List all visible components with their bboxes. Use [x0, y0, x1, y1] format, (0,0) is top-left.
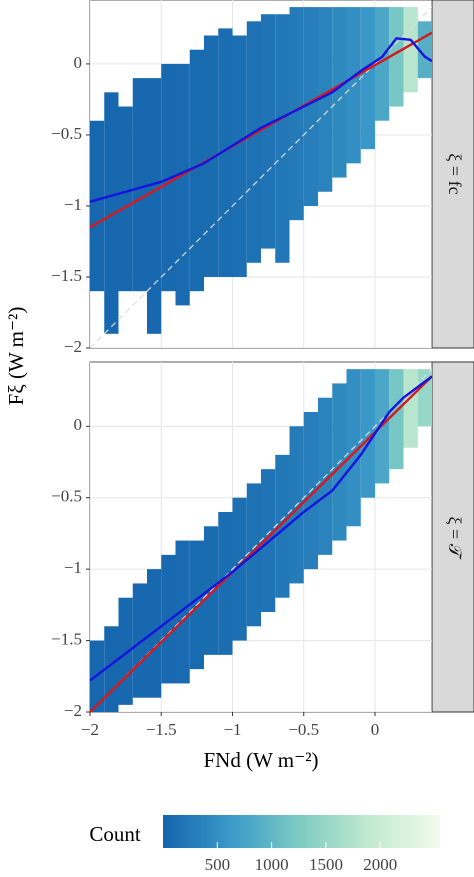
heat-cell [232, 497, 247, 641]
heat-cell [261, 14, 276, 249]
heat-cell [132, 78, 147, 292]
heat-cell [147, 569, 162, 698]
x-axis-label: FNd (W m⁻²) [204, 748, 319, 772]
heat-cell [389, 7, 404, 107]
heat-cell [246, 21, 261, 263]
y-tick-label: −0.5 [51, 124, 82, 143]
strip-label: ξ = fc [445, 153, 465, 194]
plot-area [90, 362, 432, 712]
y-tick-label: −1 [64, 195, 82, 214]
heat-cell [303, 7, 318, 206]
heat-cell [189, 49, 204, 292]
y-tick-label: −2 [64, 701, 82, 720]
y-tick-label: −2 [64, 337, 82, 356]
colorbar-tick-label: 1000 [255, 855, 289, 874]
colorbar-tick-label: 1500 [309, 855, 343, 874]
heat-cell [104, 626, 119, 712]
colorbar [163, 815, 440, 848]
heat-cell [275, 14, 290, 263]
heat-cell [218, 512, 233, 655]
fit-line [90, 37, 432, 203]
x-tick-label: −0.5 [288, 720, 319, 739]
heat-cell [403, 369, 418, 448]
heat-cell [132, 583, 147, 698]
y-tick-label: −0.5 [51, 487, 82, 506]
heat-cell [175, 63, 190, 306]
x-tick-label: 0 [371, 720, 380, 739]
y-tick-label: −1 [64, 558, 82, 577]
colorbar-tick-label: 2000 [363, 855, 397, 874]
heat-cell [232, 35, 247, 277]
heat-cell [289, 7, 304, 221]
heat-cell [204, 35, 219, 277]
x-tick-label: −1 [223, 720, 241, 739]
plot-area [90, 0, 432, 348]
heat-cell [104, 92, 119, 334]
colorbar-tick-label: 500 [205, 855, 231, 874]
heat-cell [318, 7, 333, 192]
heat-cell [90, 120, 105, 292]
heat-cell [175, 540, 190, 684]
heat-cell [375, 7, 390, 121]
heat-cell [161, 554, 176, 684]
colorbar-label: Count [89, 822, 141, 846]
heat-cell [403, 7, 418, 93]
heat-cell [389, 369, 404, 470]
x-tick-label: −2 [81, 720, 99, 739]
fit-line [90, 31, 432, 229]
strip-label: ξ = 𝒯 [445, 517, 465, 560]
x-tick-label: −1.5 [146, 720, 177, 739]
fit-line [90, 375, 432, 682]
y-tick-label: −1.5 [51, 266, 82, 285]
heat-cell [360, 7, 375, 150]
heat-cell [118, 106, 133, 292]
heat-cell [118, 597, 133, 705]
y-tick-label: 0 [74, 53, 83, 72]
heat-cell [275, 454, 290, 598]
y-tick-label: 0 [74, 415, 83, 434]
y-tick-label: −1.5 [51, 629, 82, 648]
heat-cell [147, 78, 162, 334]
heat-cell [218, 28, 233, 277]
heat-cell [332, 7, 347, 178]
strip [431, 361, 474, 713]
y-axis-label: Fξ (W m⁻²) [4, 307, 28, 406]
